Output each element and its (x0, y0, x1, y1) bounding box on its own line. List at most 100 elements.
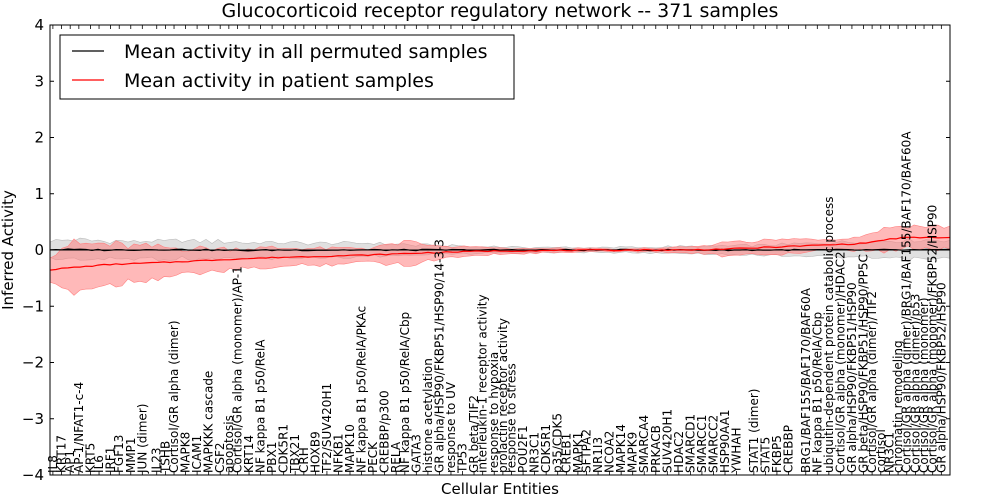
category-label: MAPK14 (614, 424, 628, 473)
category-label: STAT1 (dimer) (747, 389, 761, 473)
category-label: response to hypoxia (487, 352, 501, 473)
category-label: STAT5 (758, 437, 772, 473)
y-tick-label: −2 (22, 354, 44, 372)
category-label: CREB1 (559, 433, 573, 473)
y-tick-label: 3 (34, 72, 44, 90)
category-label: SUV420H1 (660, 409, 674, 473)
category-label: FGF13 (112, 435, 126, 473)
category-label: HOXB9 (308, 431, 322, 473)
category-label: CRH (297, 447, 311, 473)
category-label: GR alpha/HSP90/FKBP52/HSP90 (934, 282, 948, 473)
category-label: HSP90AA1 (718, 409, 732, 473)
band-layer (49, 224, 951, 296)
category-label: CREBBP/p300 (378, 390, 392, 473)
category-label: HDAC2 (672, 431, 686, 473)
category-label: KRT5 (83, 443, 97, 473)
category-label: PRKACB (649, 425, 663, 473)
category-label: p35/CDK5 (551, 413, 565, 473)
category-label: SMARCC2 (707, 415, 721, 473)
category-label: NFKB1 (332, 433, 346, 473)
legend: Mean activity in all permuted samples Me… (59, 34, 515, 100)
category-label: NCOA2 (603, 431, 617, 473)
category-label: AP1 (63, 450, 77, 473)
category-label: histone acetylation (421, 358, 435, 473)
category-label: AP-1/NFAT1-c-4 (72, 382, 86, 473)
series-line-permuted (49, 248, 951, 252)
category-label: CDK5R1 (539, 424, 553, 473)
line-layer (49, 236, 951, 271)
category-label: cortisol (874, 429, 888, 473)
category-label: CDK5R1 (277, 424, 291, 473)
category-label: MAPK10 (343, 424, 357, 473)
legend-label-patient: Mean activity in patient samples (124, 70, 434, 92)
category-label: GR alpha/HSP90/FKBP51/HSP90 (845, 282, 859, 473)
confidence-band-patient (49, 224, 951, 296)
y-axis: −4 −3 −2 −1 0 1 2 3 4 (22, 16, 950, 484)
category-label: GR beta/TIF2 (467, 395, 481, 473)
category-label: SMARCA4 (637, 415, 651, 473)
category-label: POU2F1 (516, 425, 530, 473)
category-label: ubiquitin-dependent protein catabolic pr… (822, 197, 836, 473)
category-label: NF kappa B1 p50/RelA/PKAc (355, 306, 369, 473)
category-label: CSF2 (213, 442, 227, 473)
category-label: MMP1 (124, 437, 138, 473)
y-tick-label: −4 (22, 466, 44, 484)
series-line-patient (49, 236, 951, 271)
category-label: prolactin receptor activity (496, 318, 510, 473)
y-tick-label: 1 (34, 185, 44, 203)
category-label: interleukin-1 receptor activity (476, 294, 490, 473)
category-label: response to stress (505, 363, 519, 473)
y-tick-label: 0 (34, 241, 44, 259)
category-label: NF kappa B1 p50/RelA/Cbp (810, 312, 824, 473)
category-label: GATA3 (409, 434, 423, 473)
y-tick-label: −3 (22, 410, 44, 428)
category-label: GR alpha/HSP90/FKBP51/HSP90/14-3-3 (432, 239, 446, 473)
category-label: IL8 (46, 455, 60, 473)
legend-label-permuted: Mean activity in all permuted samples (124, 41, 487, 63)
x-axis-label: Cellular Entities (441, 480, 559, 498)
category-label: MAPKKK cascade (202, 371, 216, 473)
chart-title: Glucocorticoid receptor regulatory netwo… (222, 0, 779, 22)
category-label: SMARCC1 (695, 415, 709, 473)
y-axis-label: Inferred Activity (0, 190, 17, 310)
category-label: IRF1 (104, 447, 118, 473)
category-label: MAPK1 (571, 432, 585, 473)
category-label: NR3C1 (882, 432, 896, 473)
category-label: PECK (366, 441, 380, 473)
category-label: Cortisol/GR alpha (monomer)/HDAC2 (833, 251, 847, 473)
category-label: TP53 (456, 443, 470, 474)
category-label: Cortisol/GR alpha (dimer)/p53 (908, 294, 922, 473)
y-tick-label: −1 (22, 297, 44, 315)
legend-box (59, 34, 515, 100)
category-label: IL23 (150, 447, 164, 473)
category-label: MAPK9 (626, 432, 640, 473)
category-label: NR3C1 (528, 432, 542, 473)
category-label: NF kappa B1 p50/RelA/Cbp (398, 312, 412, 473)
category-label: ICAM1 (190, 435, 204, 473)
y-tick-label: 4 (34, 16, 44, 34)
category-label: Cortisol/GR alpha (dimer) (167, 320, 181, 473)
category-label: response to UV (444, 381, 458, 473)
category-label: SMARCD1 (683, 414, 697, 473)
category-label: RELA (389, 441, 403, 473)
category-label: SFTPA2 (580, 429, 594, 473)
category-label: IL6 (92, 455, 106, 473)
category-label: JUN (dimer) (135, 404, 149, 474)
category-label: MAPK8 (179, 432, 193, 473)
category-label: KRT14 (242, 435, 256, 473)
category-label: apoptosis (222, 415, 236, 473)
category-label: CREBBP (782, 425, 796, 473)
category-label: Cortisol/GR alpha (monomer)/FKBP52/HSP90 (926, 205, 940, 473)
x-axis-ticks (52, 25, 942, 475)
category-label: NR1I3 (591, 437, 605, 473)
category-label: TSHB (158, 441, 172, 474)
category-label: Cortisol/GR alpha (dimer)/BRG1/BAF155/BA… (900, 131, 914, 473)
category-label: chromatin remodeling (891, 340, 905, 473)
category-label: TBX21 (288, 434, 302, 474)
category-label-layer: IL8KRT17AP1AP-1/NFAT1-c-4KRT5IL6IRF1FGF1… (46, 131, 948, 474)
category-label: FKBP5 (770, 435, 784, 473)
category-label: Cortisol/GR alpha (dimer)/TIF2 (865, 291, 879, 473)
category-label: NF kappa B1 p50/RelA (254, 339, 268, 473)
category-label: Cortisol/GR alpha (monomer)/AP-1 (231, 266, 245, 473)
category-label: KRT17 (55, 435, 69, 473)
